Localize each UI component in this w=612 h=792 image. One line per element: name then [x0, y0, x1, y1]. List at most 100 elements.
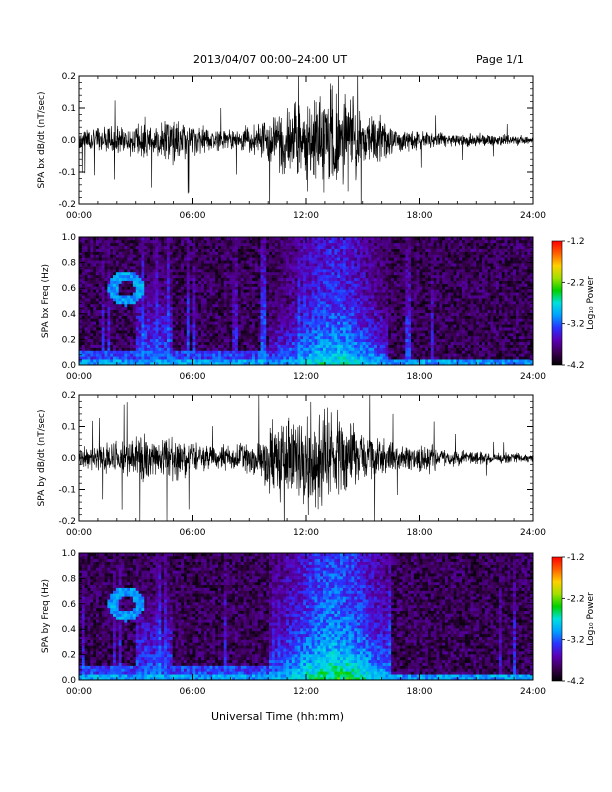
spectrogram-cell: [130, 335, 134, 340]
spectrogram-cell: [277, 257, 281, 261]
spectrogram-cell: [90, 274, 94, 279]
spectrogram-cell: [354, 254, 358, 258]
spectrogram-cell: [317, 237, 321, 241]
spectrogram-cell: [288, 333, 293, 337]
spectrogram-cell: [323, 242, 327, 247]
spectrogram-cell: [121, 335, 125, 340]
spectrogram-cell: [195, 257, 199, 261]
spectrogram-cell: [181, 318, 185, 322]
spectrogram-cell: [243, 301, 247, 305]
spectrogram-cell: [215, 245, 219, 249]
spectrogram-cell: [297, 269, 301, 273]
spectrogram-cell: [317, 298, 321, 302]
spectrogram-cell: [79, 260, 83, 264]
spectrogram-cell: [348, 292, 352, 296]
spectrogram-cell: [263, 263, 267, 267]
spectrogram-cell: [186, 257, 190, 261]
spectrogram-cell: [246, 257, 250, 261]
spectrogram-cell: [269, 362, 273, 366]
spectrogram-cell: [274, 335, 278, 340]
spectrogram-cell: [297, 321, 301, 325]
spectrogram-cell: [362, 251, 366, 255]
spectrogram-cell: [149, 303, 154, 308]
spectrogram-cell: [314, 335, 318, 340]
spectrogram-cell: [198, 271, 202, 276]
spectrogram-cell: [161, 260, 165, 264]
spectrogram-cell: [382, 312, 386, 316]
spectrogram-cell: [155, 280, 159, 284]
spectrogram-cell: [254, 269, 259, 273]
spectrogram-cell: [104, 327, 108, 331]
spectrogram-cell: [178, 239, 182, 244]
spectrogram-cell: [138, 341, 142, 345]
spectrogram-cell: [291, 312, 295, 316]
spectrogram-cell: [280, 242, 284, 247]
spectrogram-cell: [90, 286, 94, 290]
spectrogram-cell: [206, 306, 210, 311]
spectrogram-cell: [209, 257, 213, 261]
spectrogram-cell: [232, 350, 236, 354]
spectrogram-cell: [115, 292, 120, 296]
spectrogram-cell: [107, 283, 111, 287]
spectrogram-cell: [141, 347, 145, 351]
spectrogram-cell: [359, 315, 364, 319]
spectrogram-cell: [345, 295, 349, 299]
spectrogram-cell: [87, 301, 91, 305]
spectrogram-cell: [328, 338, 332, 343]
spectrogram-cell: [306, 344, 310, 348]
spectrogram-cell: [331, 327, 335, 331]
spectrogram-cell: [195, 260, 199, 264]
spectrogram-cell: [152, 356, 156, 360]
spectrogram-cell: [178, 292, 182, 296]
spectrogram-cell: [206, 263, 210, 267]
spectrogram-cell: [240, 330, 244, 334]
spectrogram-cell: [382, 263, 386, 267]
spectrogram-cell: [266, 277, 270, 281]
spectrogram-cell: [201, 295, 205, 299]
spectrogram-cell: [144, 239, 148, 244]
spectrogram-cell: [144, 283, 148, 287]
spectrogram-cell: [331, 242, 335, 247]
spectrogram-cell: [328, 271, 332, 276]
spectrogram-cell: [311, 362, 315, 366]
spectrogram-cell: [101, 330, 105, 334]
spectrogram-cell: [283, 245, 287, 249]
spectrogram-cell: [132, 283, 137, 287]
spectrogram-cell: [362, 283, 366, 287]
spectrogram-cell: [331, 251, 335, 255]
spectrogram-cell: [254, 344, 259, 348]
spectrogram-cell: [286, 335, 290, 340]
spectrogram-cell: [266, 269, 270, 273]
spectrogram-cell: [144, 327, 148, 331]
spectrogram-cell: [220, 353, 225, 357]
spectrogram-cell: [283, 242, 287, 247]
spectrogram-cell: [331, 309, 335, 313]
spectrogram-cell: [124, 330, 128, 334]
spectrogram-cell: [101, 292, 105, 296]
spectrogram-cell: [203, 359, 207, 363]
spectrogram-cell: [158, 283, 162, 287]
spectrogram-cell: [138, 274, 142, 279]
spectrogram-cell: [342, 333, 347, 337]
spectrogram-cell: [115, 327, 120, 331]
spectrogram-cell: [158, 347, 162, 351]
spectrogram-cell: [90, 237, 94, 241]
spectrogram-cell: [132, 251, 137, 255]
spectrogram-cell: [192, 245, 196, 249]
spectrogram-cell: [368, 309, 372, 313]
spectrogram-cell: [328, 303, 332, 308]
spectrogram-cell: [359, 280, 364, 284]
spectrogram-cell: [320, 251, 324, 255]
spectrogram-cell: [351, 309, 355, 313]
spectrogram-cell: [303, 306, 307, 311]
spectrogram-cell: [201, 283, 205, 287]
spectrogram-cell: [240, 303, 244, 308]
spectrogram-cell: [175, 260, 179, 264]
spectrogram-cell: [283, 359, 287, 363]
spectrogram-cell: [337, 353, 341, 357]
spectrogram-cell: [266, 274, 270, 279]
spectrogram-cell: [348, 335, 352, 340]
spectrogram-cell: [93, 271, 97, 276]
spectrogram-cell: [101, 321, 105, 325]
spectrogram-cell: [277, 318, 281, 322]
